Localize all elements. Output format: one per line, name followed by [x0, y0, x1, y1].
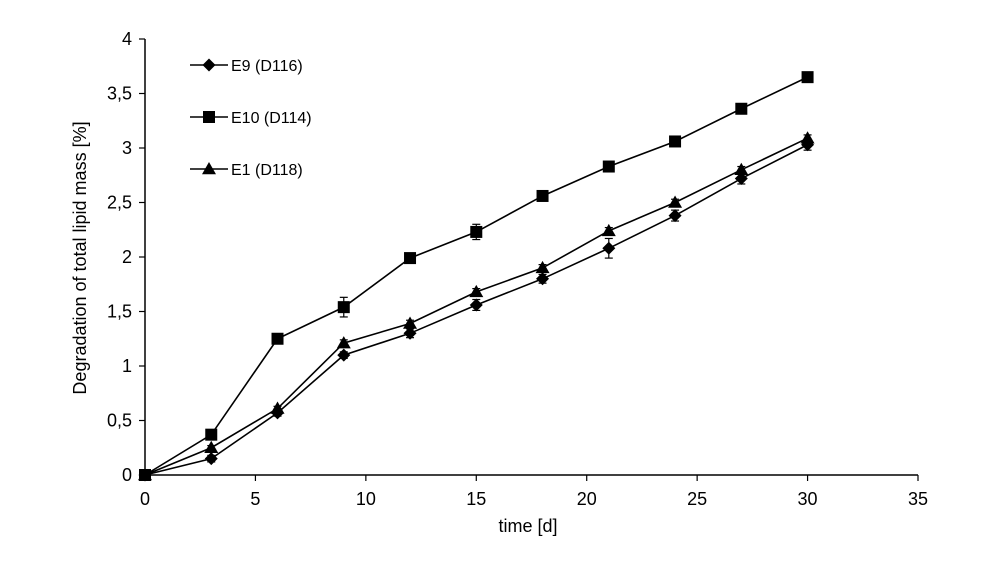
x-tick-label: 20: [577, 489, 597, 509]
y-tick-label: 1,5: [107, 302, 132, 322]
data-point: [470, 225, 483, 238]
y-tick-label: 0,5: [107, 411, 132, 431]
data-point: [403, 316, 418, 329]
x-tick-label: 30: [798, 489, 818, 509]
data-point: [204, 440, 219, 453]
data-point: [601, 223, 616, 237]
y-tick-label: 0: [122, 465, 132, 485]
x-tick-label: 15: [466, 489, 486, 509]
data-point: [536, 272, 550, 286]
y-axis-title: Degradation of total lipid mass [%]: [70, 121, 90, 394]
y-tick-label: 4: [122, 29, 132, 49]
y-tick-label: 1: [122, 356, 132, 376]
series-square: [139, 71, 814, 481]
data-point: [404, 252, 417, 265]
x-tick-label: 35: [908, 489, 928, 509]
data-point: [271, 332, 284, 345]
legend: E9 (D116) E10 (D114) E1 (D118): [190, 58, 312, 179]
data-point: [668, 209, 682, 223]
data-point: [270, 401, 285, 414]
data-point: [337, 348, 351, 362]
y-tick-label: 2: [122, 247, 132, 267]
data-point: [669, 135, 682, 148]
series-triangle: [138, 131, 815, 481]
data-point: [735, 102, 748, 115]
data-point: [800, 131, 815, 144]
data-point: [204, 452, 218, 466]
data-point: [602, 160, 615, 173]
data-point: [403, 326, 417, 340]
legend-marker-triangle: [202, 162, 216, 175]
legend-label: E10 (D114): [231, 110, 312, 127]
axes: 0 0,5 1 1,5 2 2,5 3 3,5 4 0 5 10 15 20 25 30 35: [107, 29, 928, 509]
data-point: [138, 468, 152, 481]
series-layer: [138, 71, 815, 482]
y-tick-label: 2,5: [107, 193, 132, 213]
x-tick-label: 10: [356, 489, 376, 509]
data-point: [469, 284, 484, 298]
data-point: [336, 336, 351, 349]
y-tick-label: 3: [122, 138, 132, 158]
series-line: [144, 76, 808, 476]
data-point: [205, 428, 218, 441]
legend-label: E1 (D118): [231, 162, 303, 179]
data-point: [801, 71, 814, 84]
data-point: [734, 172, 748, 186]
data-point: [602, 241, 616, 255]
legend-marker-diamond: [202, 58, 216, 72]
data-point: [668, 195, 683, 208]
data-point: [536, 189, 549, 202]
data-point: [469, 298, 483, 312]
x-tick-label: 5: [250, 489, 260, 509]
data-point: [734, 162, 749, 176]
legend-label: E9 (D116): [231, 58, 303, 75]
x-tick-label: 25: [687, 489, 707, 509]
x-axis-title: time [d]: [498, 516, 557, 536]
y-tick-label: 3,5: [107, 84, 132, 104]
data-point: [337, 301, 350, 314]
x-tick-label: 0: [140, 489, 150, 509]
data-point: [535, 260, 550, 274]
legend-marker-square: [203, 111, 215, 123]
